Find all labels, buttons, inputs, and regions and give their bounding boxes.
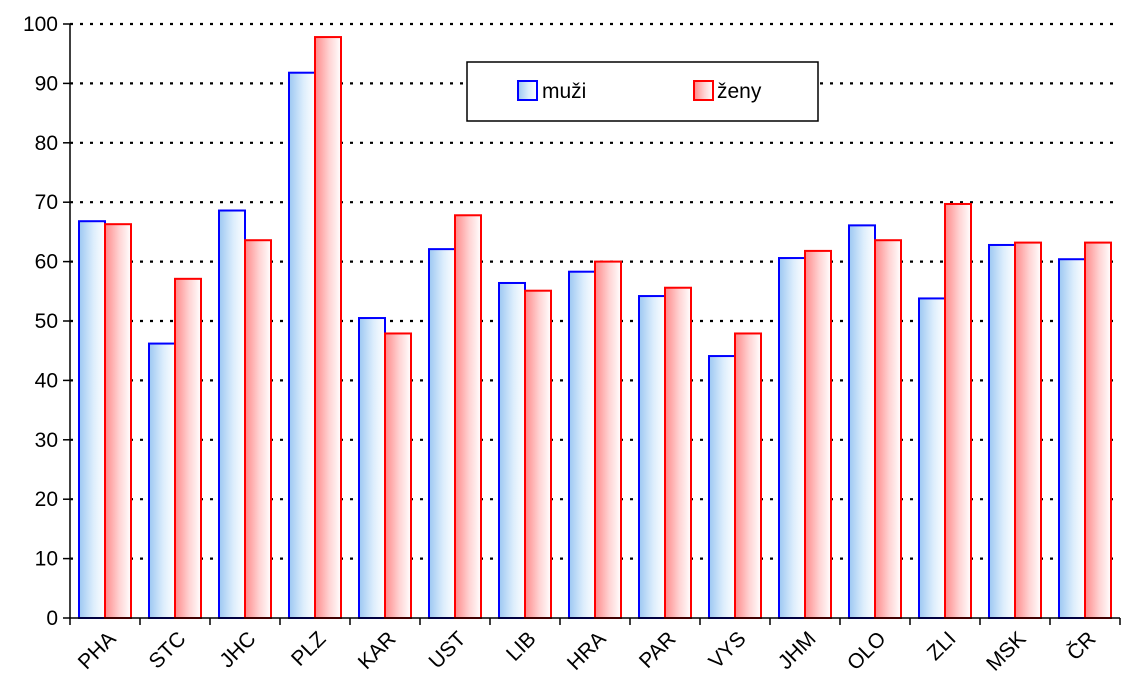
y-tick-label: 100: [23, 13, 58, 36]
bar-muzi-lib: [498, 281, 526, 619]
bar-muzi-kar: [358, 317, 386, 619]
bar-muzi-stc: [148, 342, 176, 619]
x-tick-label: ČR: [1063, 627, 1101, 665]
x-tick-label: MSK: [982, 627, 1030, 675]
x-tick-label: PAR: [635, 627, 681, 673]
y-tick-label: 10: [35, 548, 58, 571]
bar-muzi-čr: [1058, 258, 1086, 619]
bar-muzi-pha: [78, 220, 106, 619]
y-tick-label: 50: [35, 310, 58, 333]
bar-zeny-par: [664, 286, 692, 619]
bar-muzi-olo: [848, 224, 876, 619]
bar-zeny-vys: [734, 332, 762, 619]
y-tick-label: 40: [35, 369, 58, 392]
y-tick-label: 80: [35, 132, 58, 155]
y-tick-label: 30: [35, 429, 58, 452]
y-tick-label: 70: [35, 191, 58, 214]
bar-zeny-zli: [944, 202, 972, 619]
x-tick-label: PLZ: [287, 627, 331, 671]
legend-label-zeny: ženy: [717, 80, 762, 103]
x-tick-label: ZLI: [923, 627, 961, 665]
bar-muzi-jhm: [778, 257, 806, 619]
legend-swatch-zeny: [693, 80, 714, 101]
x-tick-label: JHC: [215, 627, 260, 672]
bar-muzi-ust: [428, 248, 456, 619]
x-tick-label: VYS: [705, 627, 751, 673]
bar-zeny-jhm: [804, 249, 832, 620]
bar-zeny-ust: [454, 214, 482, 619]
x-tick-label: HRA: [563, 627, 611, 675]
bar-muzi-jhc: [218, 209, 246, 620]
legend-swatch-muzi: [517, 80, 538, 101]
bar-zeny-stc: [174, 277, 202, 619]
legend-label-muzi: muži: [542, 80, 586, 103]
bar-zeny-hra: [594, 260, 622, 619]
bar-muzi-vys: [708, 355, 736, 619]
x-tick-label: OLO: [843, 627, 891, 675]
bar-zeny-msk: [1014, 241, 1042, 619]
x-tick-label: JHM: [774, 627, 821, 674]
legend: muži ženy: [466, 61, 819, 122]
bar-zeny-čr: [1084, 241, 1112, 619]
y-tick-label: 20: [35, 488, 58, 511]
x-tick-label: UST: [425, 627, 471, 673]
bar-muzi-msk: [988, 243, 1016, 620]
y-tick-label: 0: [46, 607, 58, 630]
bars: [78, 36, 1112, 620]
bar-muzi-zli: [918, 297, 946, 619]
bar-muzi-hra: [568, 270, 596, 619]
bar-muzi-plz: [288, 71, 316, 619]
y-tick-label: 60: [35, 251, 58, 274]
bar-zeny-kar: [384, 332, 412, 619]
bar-zeny-pha: [104, 223, 132, 619]
x-tick-label: KAR: [354, 627, 401, 674]
x-tick-label: LIB: [502, 627, 541, 666]
x-tick-label: STC: [145, 627, 191, 673]
bar-zeny-lib: [524, 289, 552, 619]
bar-zeny-olo: [874, 239, 902, 619]
bar-zeny-plz: [314, 36, 342, 620]
x-tick-label: PHA: [74, 627, 121, 674]
y-tick-label: 90: [35, 72, 58, 95]
bar-zeny-jhc: [244, 239, 272, 619]
bar-muzi-par: [638, 295, 666, 619]
